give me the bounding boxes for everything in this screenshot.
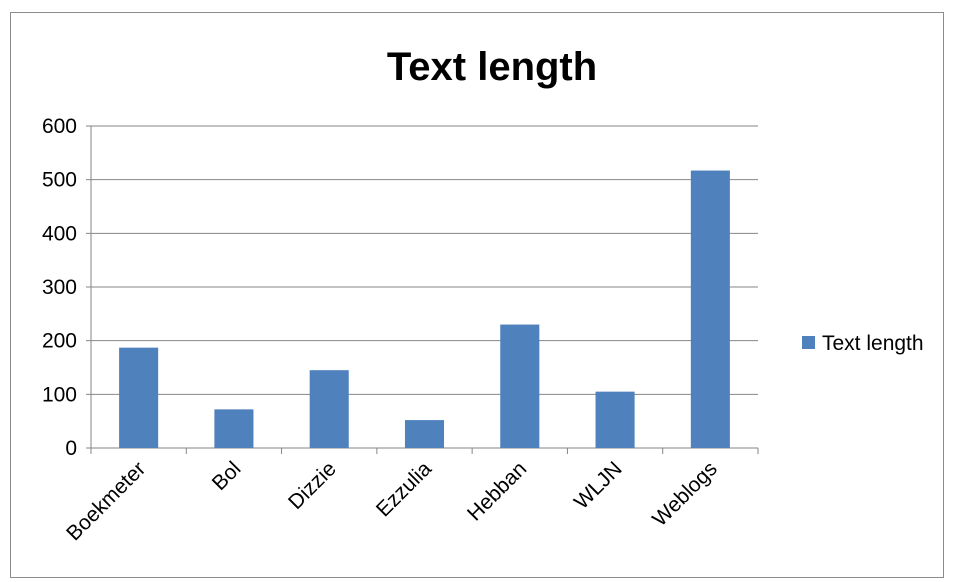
bar-weblogs (690, 170, 730, 448)
x-tick-label: Bol (208, 457, 246, 495)
y-tick-label: 0 (65, 437, 77, 460)
bar-boekmeter (119, 347, 159, 448)
bars (119, 170, 730, 448)
y-tick-label: 300 (42, 276, 77, 299)
legend-label: Text length (822, 332, 924, 355)
bar-wljn (595, 391, 635, 448)
legend-swatch (802, 336, 815, 349)
x-tick-label: Boekmeter (62, 457, 150, 545)
x-tick-labels: Boekmeter Bol Dizzie Ezzulia Hebban WLJN Weblo… (62, 457, 722, 545)
x-tick-label: Weblogs (648, 457, 722, 531)
axes (86, 126, 759, 454)
y-tick-label: 100 (42, 383, 77, 406)
bar-hebban (500, 324, 540, 448)
x-tick-label: Dizzie (284, 457, 341, 514)
bar-dizzie (309, 370, 349, 448)
chart-title: Text length (387, 45, 597, 89)
x-tick-label: Hebban (463, 457, 531, 525)
gridlines (86, 125, 758, 395)
legend: Text length (802, 332, 924, 355)
bar-bol (214, 409, 254, 448)
bar-ezzulia (404, 420, 445, 448)
chart-frame (10, 12, 944, 578)
y-tick-label: 400 (42, 222, 77, 245)
y-tick-labels: 0 100 200 300 400 500 600 (42, 115, 77, 460)
x-tick-label: WLJN (570, 457, 627, 514)
x-tick-label: Ezzulia (372, 457, 436, 521)
y-tick-label: 500 (42, 169, 77, 192)
y-tick-label: 200 (42, 330, 77, 353)
y-tick-label: 600 (42, 115, 77, 138)
